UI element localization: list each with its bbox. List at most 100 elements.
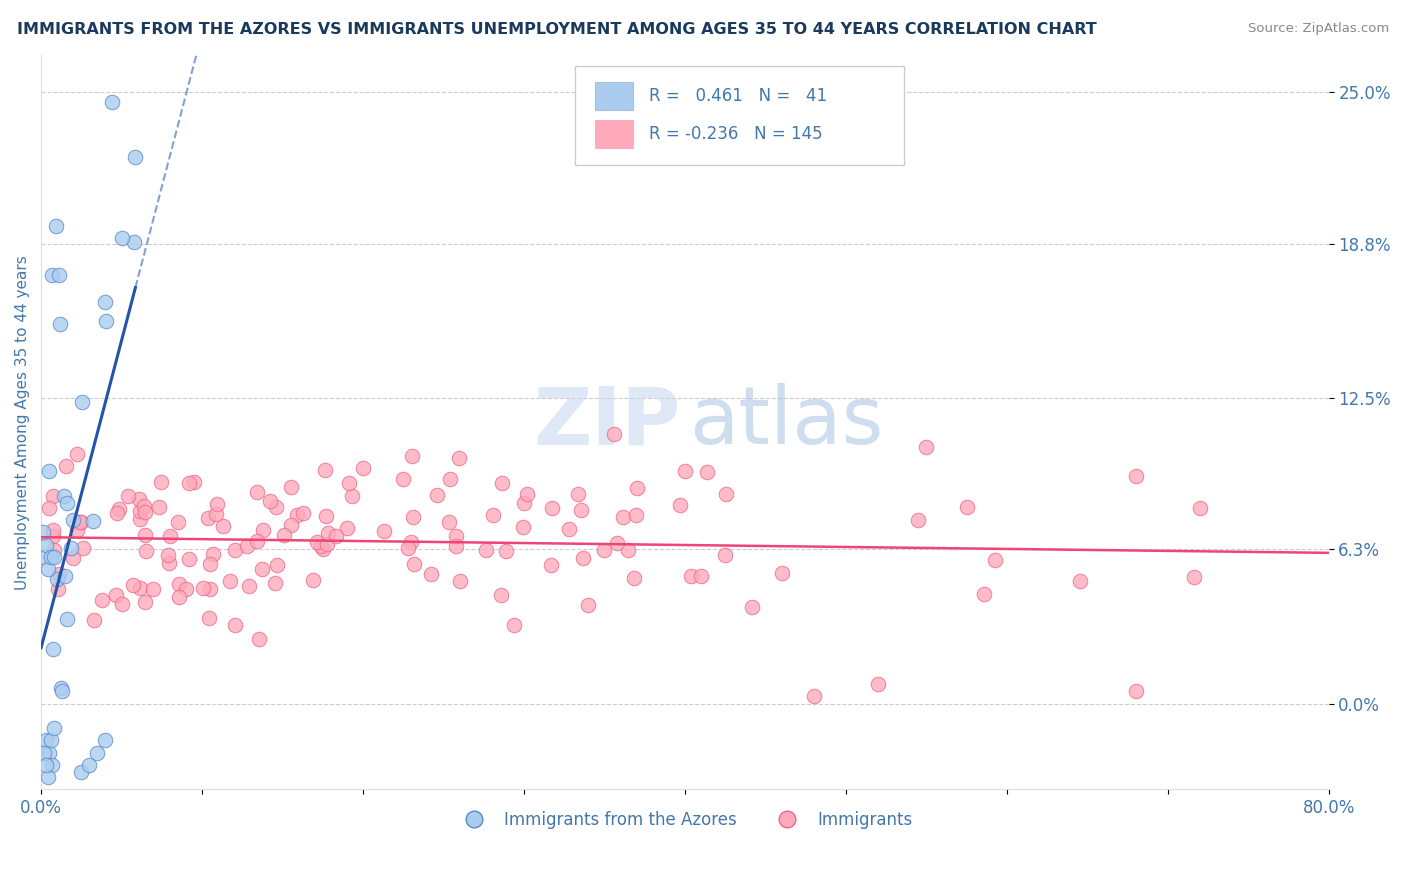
Point bbox=[198, 582, 221, 597]
Point bbox=[35, 733, 58, 747]
Point bbox=[150, 475, 173, 490]
Point bbox=[419, 567, 441, 582]
Point bbox=[129, 512, 152, 526]
Point bbox=[167, 590, 190, 604]
Point bbox=[38, 746, 60, 760]
Point bbox=[167, 577, 190, 591]
Point bbox=[132, 500, 155, 514]
Point bbox=[177, 476, 200, 491]
Text: atlas: atlas bbox=[689, 384, 883, 461]
Point bbox=[65, 523, 87, 537]
Point bbox=[31, 525, 53, 540]
Point bbox=[51, 683, 73, 698]
Point bbox=[392, 472, 415, 486]
Point bbox=[37, 770, 59, 784]
Point bbox=[314, 462, 336, 476]
Point bbox=[603, 426, 626, 441]
Point bbox=[134, 505, 156, 519]
Point bbox=[956, 500, 979, 515]
Point bbox=[235, 539, 257, 553]
Point bbox=[219, 574, 242, 588]
Point bbox=[49, 681, 72, 696]
Point bbox=[198, 610, 221, 624]
Point bbox=[1188, 500, 1211, 515]
Point bbox=[681, 569, 703, 583]
Point bbox=[41, 268, 63, 283]
Point bbox=[72, 541, 94, 555]
Point bbox=[571, 503, 593, 517]
Point bbox=[1125, 469, 1147, 483]
Point bbox=[489, 588, 512, 602]
Point bbox=[316, 537, 339, 551]
Point bbox=[134, 595, 156, 609]
Legend: Immigrants from the Azores, Immigrants: Immigrants from the Azores, Immigrants bbox=[451, 805, 920, 836]
Point bbox=[541, 501, 564, 516]
Point bbox=[668, 499, 690, 513]
Point bbox=[224, 543, 246, 558]
Point bbox=[38, 464, 60, 478]
Point bbox=[167, 515, 190, 529]
Point bbox=[157, 548, 180, 562]
Point bbox=[866, 677, 889, 691]
Point bbox=[38, 501, 60, 516]
Point bbox=[426, 488, 449, 502]
Point bbox=[612, 510, 634, 524]
Point bbox=[42, 549, 65, 564]
Point bbox=[540, 558, 562, 573]
Point bbox=[111, 231, 134, 245]
Point bbox=[34, 549, 56, 564]
Point bbox=[803, 690, 825, 704]
Point bbox=[516, 486, 538, 500]
Bar bbox=[595, 82, 633, 111]
Point bbox=[623, 570, 645, 584]
Point bbox=[48, 268, 70, 283]
Point bbox=[626, 508, 648, 523]
Point bbox=[449, 574, 471, 589]
Point bbox=[91, 593, 114, 607]
Text: ZIP: ZIP bbox=[534, 384, 681, 461]
Point bbox=[571, 550, 593, 565]
Point bbox=[335, 521, 357, 535]
Point bbox=[266, 558, 288, 572]
Point bbox=[148, 500, 170, 515]
Point bbox=[495, 544, 517, 558]
Point bbox=[56, 495, 79, 509]
Point bbox=[48, 566, 70, 581]
Point bbox=[316, 525, 339, 540]
Point bbox=[62, 513, 84, 527]
Point bbox=[70, 395, 93, 409]
Point bbox=[159, 556, 181, 570]
Point bbox=[252, 523, 274, 537]
Point bbox=[122, 578, 145, 592]
Point bbox=[502, 618, 524, 632]
Text: Source: ZipAtlas.com: Source: ZipAtlas.com bbox=[1249, 22, 1389, 36]
Point bbox=[447, 451, 470, 466]
Point bbox=[177, 552, 200, 566]
Text: IMMIGRANTS FROM THE AZORES VS IMMIGRANTS UNEMPLOYMENT AMONG AGES 35 TO 44 YEARS : IMMIGRANTS FROM THE AZORES VS IMMIGRANTS… bbox=[17, 22, 1097, 37]
Point bbox=[224, 618, 246, 632]
Point bbox=[713, 548, 735, 562]
Point bbox=[576, 598, 599, 612]
Point bbox=[606, 536, 628, 550]
Point bbox=[481, 508, 503, 523]
Point bbox=[439, 472, 461, 486]
Point bbox=[42, 528, 65, 542]
Bar bbox=[595, 120, 633, 148]
Point bbox=[42, 642, 65, 657]
Point bbox=[973, 587, 995, 601]
Point bbox=[402, 509, 425, 524]
Point bbox=[69, 515, 91, 529]
Point bbox=[264, 575, 287, 590]
Point bbox=[104, 588, 127, 602]
Point bbox=[35, 757, 58, 772]
Point bbox=[714, 487, 737, 501]
Point bbox=[512, 520, 534, 534]
Point bbox=[108, 501, 131, 516]
Point bbox=[128, 491, 150, 506]
Point bbox=[94, 314, 117, 328]
Point bbox=[53, 568, 76, 582]
Point bbox=[46, 572, 69, 586]
Point bbox=[56, 612, 79, 626]
Point bbox=[309, 539, 332, 553]
Point bbox=[741, 599, 763, 614]
